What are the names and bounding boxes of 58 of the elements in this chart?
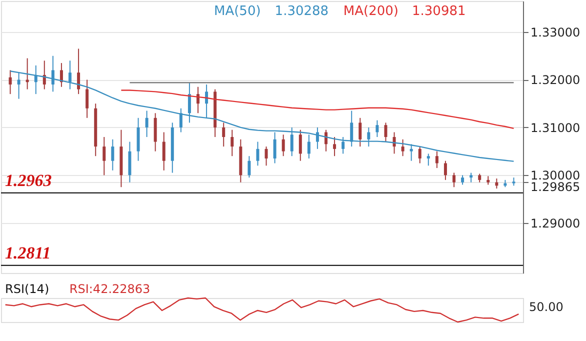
annotation: 1.30288 — [274, 4, 329, 19]
candlestick — [444, 160, 447, 180]
candlestick — [418, 146, 422, 164]
candlestick — [470, 172, 473, 183]
candlestick — [307, 134, 310, 159]
candlestick — [324, 129, 328, 152]
candlestick — [248, 156, 251, 178]
candlestick — [145, 110, 148, 138]
y-tick-label: 1.33000 — [530, 26, 580, 40]
candlestick — [179, 108, 182, 133]
y-tick-label: 1.29865 — [530, 180, 580, 194]
series-label: RSI:42.22863 — [69, 282, 150, 296]
line-series — [120, 90, 514, 130]
candlestick — [264, 146, 268, 166]
candlestick — [188, 82, 191, 124]
text: MA(200) — [343, 4, 398, 19]
candlestick — [461, 174, 464, 186]
candlestick — [111, 138, 114, 171]
candlestick — [350, 110, 354, 148]
candlestick — [426, 153, 430, 166]
candlestick — [86, 79, 89, 118]
chart-title: RSI(14) — [5, 282, 50, 296]
candlestick — [60, 62, 63, 88]
candlestick — [154, 112, 157, 152]
candlestick — [205, 84, 208, 118]
candlestick — [384, 122, 388, 142]
candlestick — [222, 122, 226, 148]
candlestick — [358, 117, 362, 148]
annotation: 1.30981 — [412, 4, 466, 19]
candlestick — [401, 138, 404, 157]
candlestick — [435, 150, 438, 169]
candlestick — [282, 134, 285, 157]
candlestick — [290, 126, 294, 157]
candlestick — [77, 48, 80, 95]
y-tick-label: 1.29000 — [530, 216, 580, 230]
candlestick — [230, 129, 234, 157]
candlestick — [256, 141, 260, 166]
y-tick-label: 1.32000 — [530, 73, 580, 88]
candlestick — [102, 136, 106, 176]
candlestick — [8, 70, 12, 95]
candlestick — [316, 126, 319, 150]
y-tick-label: 1.31000 — [530, 120, 580, 135]
candlestick — [452, 172, 456, 188]
text: 50.00 — [529, 300, 564, 314]
text: MA(50) — [214, 4, 261, 19]
candlestick — [495, 178, 498, 190]
candlestick — [136, 117, 140, 162]
y-tick-label: 1.30000 — [530, 168, 580, 183]
candlestick — [298, 129, 302, 162]
candlestick — [376, 120, 379, 138]
candlestick — [333, 136, 336, 157]
candlestick — [342, 136, 345, 154]
candlestick — [367, 126, 370, 148]
ref-line-label: 1.2963 — [5, 170, 52, 190]
candlestick — [128, 141, 132, 183]
candlestick — [162, 132, 166, 171]
ref-line-label: 1.2811 — [5, 243, 51, 262]
candlestick — [26, 58, 29, 90]
